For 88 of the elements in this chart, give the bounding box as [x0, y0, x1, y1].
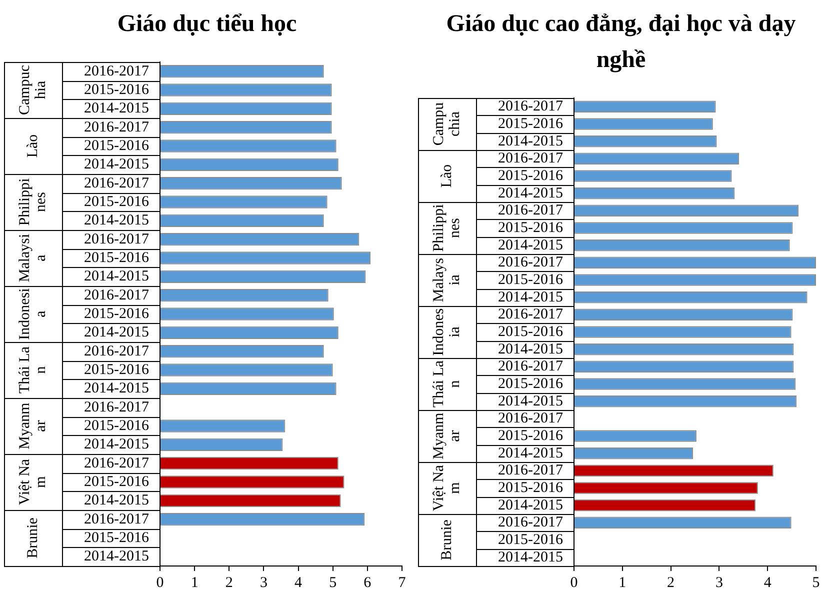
- y-tick-label: 2015-2016: [498, 272, 564, 288]
- text: Campuchia: [430, 102, 463, 146]
- text: Malaysia: [16, 234, 49, 282]
- y-tick-label: 2014-2015: [498, 497, 563, 514]
- x-tick-label: 4: [764, 574, 772, 591]
- y-tick-label: 2015-2016: [84, 138, 150, 154]
- y-tick-label: 2016-2017: [84, 175, 150, 192]
- x-tick-label: 1: [190, 574, 198, 591]
- x-tick-label: 2: [667, 574, 675, 591]
- text: Việt Nam: [16, 458, 49, 506]
- y-tick-label: 2015-2016: [84, 474, 150, 490]
- y-tick-label: 2015-2016: [498, 168, 564, 184]
- y-tick-label: 2014-2015: [498, 185, 563, 202]
- y-tick-label: 2014-2015: [84, 156, 149, 173]
- text: Brunie: [438, 519, 455, 560]
- y-tick-label: 2015-2016: [498, 116, 564, 132]
- y-tick-label: 2015-2016: [498, 532, 564, 548]
- y-tick-label: 2016-2017: [84, 119, 150, 136]
- text: Myanmar: [16, 402, 49, 450]
- y-tick-label: 2014-2015: [498, 445, 563, 462]
- y-tick-label: 2014-2015: [498, 289, 563, 306]
- x-tick-label: 3: [715, 574, 723, 591]
- y-tick-label: 2014-2015: [498, 133, 563, 150]
- y-tick-label: 2014-2015: [84, 100, 149, 117]
- text: Philippines: [16, 178, 49, 226]
- y-tick-label: 2016-2017: [84, 511, 150, 528]
- y-tick-label: 2016-2017: [84, 399, 150, 416]
- y-tick-label: 2016-2017: [498, 98, 564, 115]
- y-tick-label: 2014-2015: [84, 324, 149, 341]
- text: Lào: [438, 164, 455, 188]
- y-tick-label: 2014-2015: [498, 341, 563, 358]
- text: Myanmar: [430, 412, 463, 460]
- x-tick-label: 6: [364, 574, 372, 591]
- y-tick-label: 2016-2017: [84, 287, 150, 304]
- y-tick-label: 2014-2015: [84, 268, 149, 285]
- y-tick-label: 2016-2017: [498, 254, 564, 271]
- x-tick-label: 4: [294, 574, 303, 591]
- text: Indonesia: [16, 288, 49, 340]
- x-tick-label: 0: [156, 574, 164, 591]
- y-tick-label: 2016-2017: [84, 231, 150, 248]
- y-tick-label: 2014-2015: [498, 393, 563, 410]
- y-tick-label: 2015-2016: [84, 362, 150, 378]
- y-tick-label: 2016-2017: [498, 462, 564, 479]
- text: Thái Lan: [16, 346, 49, 394]
- text: Brunie: [24, 517, 41, 558]
- y-tick-label: 2016-2017: [84, 63, 150, 80]
- y-tick-label: 2015-2016: [84, 82, 150, 98]
- y-tick-label: 2015-2016: [84, 306, 150, 322]
- y-tick-label: 2016-2017: [498, 514, 564, 531]
- y-tick-label: 2016-2017: [84, 343, 150, 360]
- chart-title: Giáo dục cao đẳng, đại học và dạy nghề: [445, 10, 797, 75]
- text: Malaysia: [430, 258, 463, 302]
- text: Philippines: [430, 204, 463, 252]
- y-tick-label: 2016-2017: [498, 202, 564, 219]
- y-tick-label: 2015-2016: [498, 376, 564, 392]
- y-tick-label: 2014-2015: [84, 492, 149, 509]
- y-tick-label: 2014-2015: [498, 549, 563, 566]
- x-tick-label: 3: [260, 574, 268, 591]
- chart-title: Giáo dục tiểu học: [116, 10, 298, 39]
- y-tick-label: 2014-2015: [84, 380, 149, 397]
- y-tick-label: 2015-2016: [84, 418, 150, 434]
- text: Campuchia: [16, 64, 49, 115]
- text: Lào: [24, 134, 41, 158]
- y-tick-label: 2014-2015: [84, 212, 149, 229]
- x-tick-label: 5: [812, 574, 820, 591]
- x-tick-label: 2: [225, 574, 233, 591]
- text: Thái Lan: [430, 360, 463, 408]
- y-tick-label: 2015-2016: [84, 194, 150, 210]
- y-tick-label: 2016-2017: [84, 455, 150, 472]
- x-tick-label: 1: [618, 574, 626, 591]
- y-tick-label: 2016-2017: [498, 150, 564, 167]
- y-tick-label: 2016-2017: [498, 410, 564, 427]
- y-tick-label: 2015-2016: [498, 428, 564, 444]
- y-tick-label: 2015-2016: [84, 530, 150, 546]
- text: Indonesia: [430, 308, 463, 356]
- x-tick-label: 5: [329, 574, 337, 591]
- text: Việt Nam: [430, 464, 463, 512]
- y-tick-label: 2014-2015: [498, 237, 563, 254]
- y-tick-label: 2014-2015: [84, 548, 149, 565]
- x-tick-label: 7: [398, 574, 406, 591]
- y-tick-label: 2016-2017: [498, 358, 564, 375]
- x-tick-label: 0: [570, 574, 578, 591]
- y-tick-label: 2015-2016: [498, 220, 564, 236]
- y-tick-label: 2014-2015: [84, 436, 149, 453]
- y-tick-label: 2015-2016: [498, 480, 564, 496]
- y-tick-label: 2015-2016: [498, 324, 564, 340]
- y-tick-label: 2015-2016: [84, 250, 150, 266]
- y-tick-label: 2016-2017: [498, 306, 564, 323]
